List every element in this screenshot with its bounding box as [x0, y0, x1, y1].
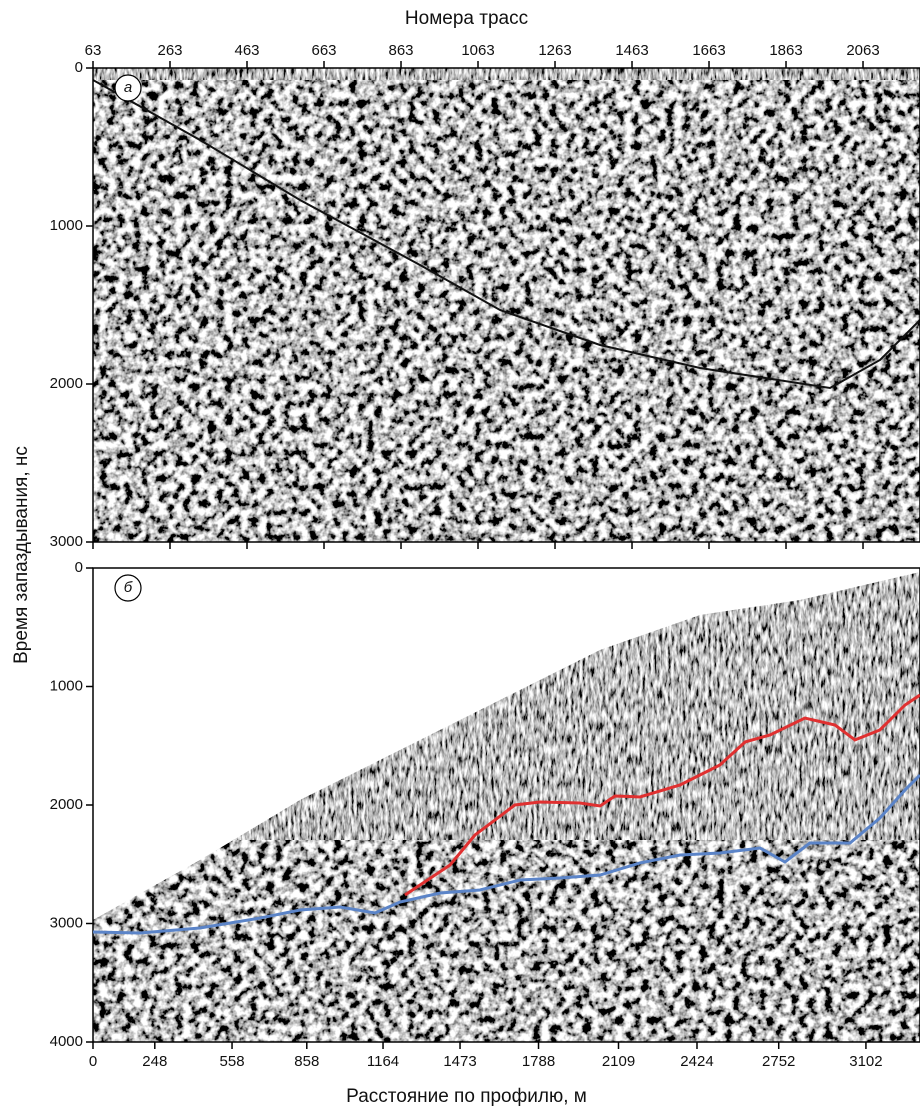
x-tick-label: 2752	[762, 1053, 795, 1070]
y-tick-label: 3000	[50, 533, 83, 550]
x-tick-label: 1164	[367, 1053, 399, 1070]
x-tick-label: 858	[294, 1053, 319, 1070]
x-axis-title: Расстояние по профилю, м	[346, 1086, 587, 1107]
panel-label-badge	[114, 574, 142, 602]
y-axis-title: Время запаздывания, нс	[11, 446, 32, 664]
radargram-b	[93, 568, 920, 1042]
texture-deep	[93, 840, 920, 1042]
x-tick-label: 558	[220, 1053, 245, 1070]
frame	[92, 67, 920, 543]
x-tick-label: 1863	[769, 42, 802, 59]
y-tick-label: 4000	[50, 1033, 83, 1050]
y-tick-label: 2000	[50, 375, 83, 392]
x-tick-label: 0	[89, 1053, 97, 1070]
x-tick-label: 1473	[443, 1053, 476, 1070]
x-tick-label: 2109	[602, 1053, 635, 1070]
y-tick-label: 1000	[50, 217, 83, 234]
y-tick-label: 1000	[50, 677, 83, 694]
reflector	[93, 79, 920, 390]
x-tick-label: 1663	[692, 42, 725, 59]
x-tick-label: 1063	[461, 42, 494, 59]
horizon-line	[93, 773, 920, 935]
x-axis-title: Номера трасс	[405, 8, 528, 29]
y-tick-label: 0	[75, 559, 83, 576]
x-tick-label: 263	[157, 42, 182, 59]
air	[93, 568, 920, 920]
x-tick-label: 2063	[846, 42, 879, 59]
x-tick-label: 2424	[680, 1053, 713, 1070]
x-tick-label: 1263	[538, 42, 571, 59]
y-tick-label: 3000	[50, 914, 83, 931]
x-tick-label: 3102	[849, 1053, 882, 1070]
radargram-a	[93, 68, 920, 542]
texture-deep	[93, 80, 920, 542]
x-tick-label: 863	[388, 42, 413, 59]
panel-label: а	[124, 79, 132, 96]
y-tick-label: 2000	[50, 796, 83, 813]
x-tick-label: 463	[234, 42, 259, 59]
x-tick-label: 63	[85, 42, 102, 59]
x-tick-label: 663	[311, 42, 336, 59]
y-tick-label: 0	[75, 59, 83, 76]
x-tick-label: 248	[142, 1053, 167, 1070]
chart-layer: 0 1000 2000 3000 63 263 463 663 863 1063 1263 1463 1…	[11, 8, 920, 1107]
x-tick-label: 1463	[615, 42, 648, 59]
horizon-line	[404, 693, 920, 897]
panel-label: б	[124, 579, 133, 596]
panel-label-badge	[114, 74, 142, 102]
x-tick-label: 1788	[522, 1053, 555, 1070]
